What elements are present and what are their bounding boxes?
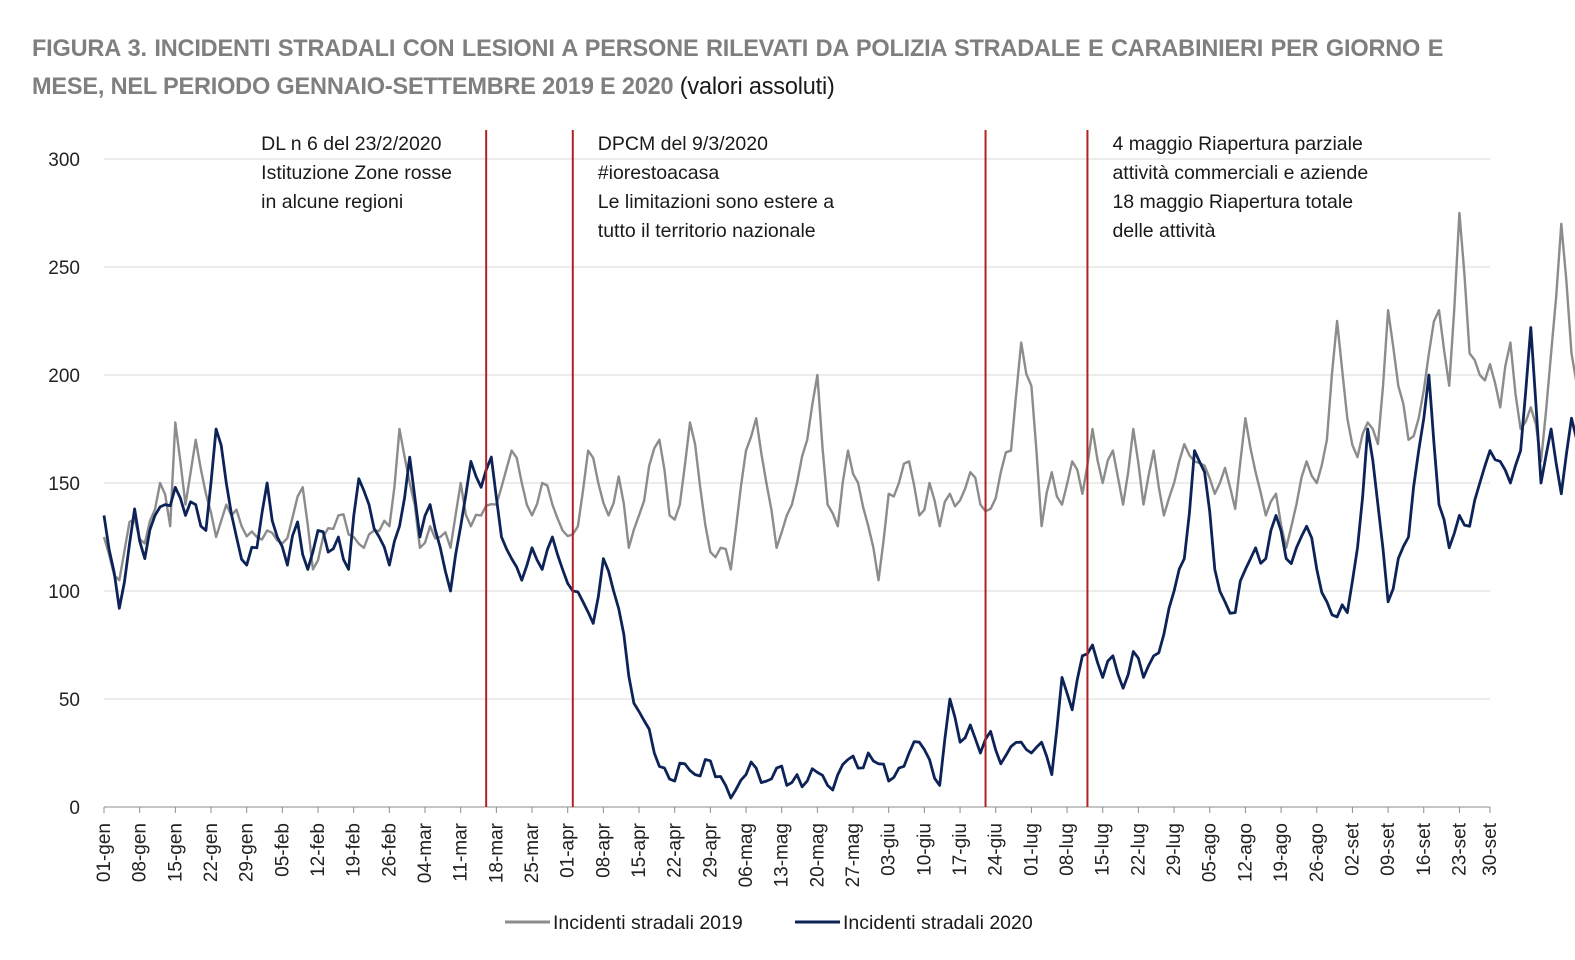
event-note-line: DL n 6 del 23/2/2020 (261, 133, 441, 155)
x-tick-label: 23-set (1449, 822, 1470, 876)
x-tick-label: 22-lug (1128, 823, 1149, 876)
x-tick-label: 24-giu (986, 823, 1007, 876)
x-tick-label: 01-gen (94, 823, 115, 882)
x-tick-label: 11-mar (451, 822, 472, 881)
x-tick-label: 13-mag (772, 823, 793, 887)
event-note-line: attività commerciali e aziende (1112, 162, 1368, 184)
series-line-1 (102, 326, 1575, 800)
x-tick-label: 08-gen (130, 823, 151, 882)
x-tick-label: 27-mag (843, 823, 864, 887)
event-note-line: 18 maggio Riapertura totale (1112, 191, 1353, 213)
event-markers: DL n 6 del 23/2/2020 Istituzione Zone ros… (261, 130, 1368, 807)
y-tick-label: 300 (48, 150, 80, 171)
x-tick-label: 17-giu (950, 823, 971, 876)
grid-lines (104, 158, 1490, 700)
x-tick-label: 29-gen (237, 823, 258, 882)
x-tick-label: 22-apr (665, 822, 686, 878)
y-tick-label: 50 (59, 690, 80, 711)
chart-title-suffix: (valori assoluti) (679, 73, 835, 100)
x-tick-label: 20-mag (807, 823, 828, 887)
x-tick-label: 08-lug (1057, 823, 1078, 876)
event-note-line: #iorestoacasa (598, 162, 720, 184)
y-tick-label: 0 (69, 798, 80, 819)
x-tick-label: 05-ago (1200, 823, 1221, 882)
x-tick-label: 15-apr (629, 822, 650, 878)
event-note-line: Le limitazioni sono estere a (598, 191, 834, 213)
x-tick-label: 10-giu (914, 823, 935, 876)
x-tick-label: 09-set (1378, 822, 1399, 876)
x-tick-label: 12-ago (1235, 823, 1256, 882)
x-tick-label: 16-set (1414, 822, 1435, 876)
event-note-line: delle attività (1112, 220, 1215, 242)
x-tick-label: 03-giu (879, 823, 900, 876)
x-tick-label: 29-apr (700, 822, 721, 878)
x-tick-label: 29-lug (1164, 823, 1185, 876)
x-tick-label: 25-mar (522, 822, 543, 883)
x-tick-label: 04-mar (415, 822, 436, 883)
x-tick-label: 02-set (1342, 822, 1363, 876)
series-line-0 (102, 211, 1575, 582)
x-tick-label: 01-apr (558, 822, 579, 878)
x-tick-label: 12-feb (308, 823, 329, 877)
legend-label-2019: Incidenti stradali 2019 (553, 912, 743, 934)
event-note-line: 4 maggio Riapertura parziale (1112, 133, 1362, 155)
x-tick-label: 06-mag (736, 823, 757, 887)
y-axis: 0 50 100 150 200 250 300 (48, 150, 80, 819)
y-tick-label: 250 (48, 258, 80, 279)
x-tick-label: 15-lug (1093, 823, 1114, 876)
x-axis: 01-gen 08-gen 15-gen 22-gen 29-gen 05-feb 12-f… (94, 806, 1501, 887)
event-note-line: in alcune regioni (261, 191, 403, 213)
series-lines (102, 211, 1575, 800)
legend-label-2020: Incidenti stradali 2020 (843, 912, 1033, 934)
chart-title: FIGURA 3. INCIDENTI STRADALI CON LESIONI… (32, 30, 1443, 106)
event-note-line: Istituzione Zone rosse (261, 162, 452, 184)
x-tick-label: 26-feb (379, 823, 400, 877)
x-tick-label: 22-gen (201, 823, 222, 882)
x-tick-label: 08-apr (593, 822, 614, 878)
event-note-line: DPCM del 9/3/2020 (598, 133, 768, 155)
event-note-line: tutto il territorio nazionale (598, 220, 816, 242)
x-tick-label: 19-feb (344, 823, 365, 877)
chart-title-main: FIGURA 3. INCIDENTI STRADALI CON LESIONI… (32, 35, 1444, 100)
x-tick-label: 26-ago (1307, 823, 1328, 882)
x-tick-label: 05-feb (272, 823, 293, 877)
y-tick-label: 150 (48, 474, 80, 495)
x-tick-label: 01-lug (1021, 823, 1042, 876)
y-tick-label: 200 (48, 366, 80, 387)
x-tick-label: 19-ago (1271, 823, 1292, 882)
x-tick-label: 15-gen (165, 823, 186, 882)
legend: Incidenti stradali 2019 Incidenti stradal… (505, 912, 1033, 934)
x-tick-label: 30-set (1480, 822, 1501, 876)
x-tick-label: 18-mar (486, 822, 507, 883)
y-tick-label: 100 (48, 582, 80, 603)
